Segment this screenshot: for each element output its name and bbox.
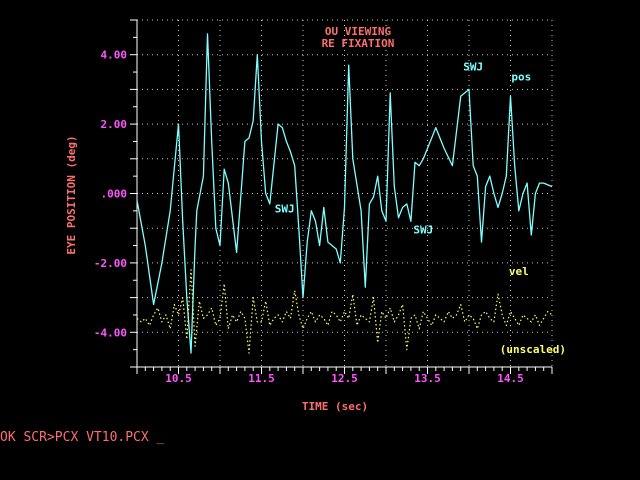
axes-layer: 4.00 2.00 .000 -2.00 -4.00 10.5 11.5 12.5 13.5 14… — [94, 19, 553, 385]
x-tick-label: 11.5 — [248, 372, 275, 385]
x-tick-label: 14.5 — [497, 372, 524, 385]
y-tick-label: 2.00 — [101, 118, 128, 131]
position-trace-line — [136, 33, 553, 354]
x-tick-label: 10.5 — [165, 372, 192, 385]
x-tick-label: 12.5 — [331, 372, 358, 385]
annotation-label: vel — [509, 265, 529, 278]
command-prompt: OK SCR>PCX VT10.PCX _ — [0, 430, 165, 445]
chart-title: OU VIEWING — [325, 25, 392, 38]
x-tick-label: 13.5 — [414, 372, 441, 385]
y-tick-label: 4.00 — [101, 49, 128, 62]
annotation-label: SWJ — [275, 203, 295, 216]
chart-subtitle: RE FIXATION — [322, 37, 395, 50]
x-axis-label: TIME (sec) — [302, 400, 368, 413]
annotation-label: SWJ — [463, 60, 483, 73]
annotation-label: (unscaled) — [500, 343, 566, 356]
y-tick-label: -2.00 — [94, 257, 127, 270]
annotation-label: pos — [511, 71, 531, 84]
labels-layer: OU VIEWING RE FIXATION TIME (sec) EYE PO… — [65, 25, 394, 413]
series-layer — [136, 33, 553, 354]
y-axis-label: EYE POSITION (deg) — [65, 135, 78, 254]
annotation-label: SWJ — [413, 223, 433, 236]
y-tick-label: .000 — [101, 188, 128, 201]
annotations-layer: SWJ SWJ SWJ pos vel (unscaled) — [275, 60, 566, 356]
y-tick-label: -4.00 — [94, 326, 127, 339]
